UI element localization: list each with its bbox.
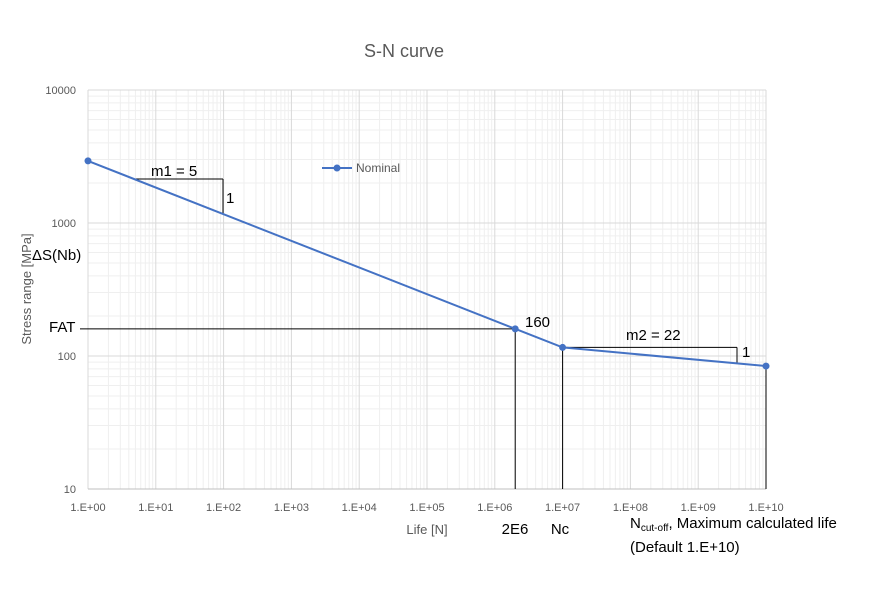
data-point	[762, 362, 770, 370]
delta-s-label: ΔS(Nb)	[32, 247, 81, 264]
annotations: m1 = 5 1 ΔS(Nb) FAT 160 m2 = 22 1 2E6 Nc…	[32, 163, 837, 556]
slope2-rise-label: 1	[742, 344, 750, 361]
x-tick-label: 1.E+05	[409, 502, 444, 514]
slope1-label: m1 = 5	[151, 163, 197, 180]
ncutoff-rest: , Maximum calculated life	[668, 515, 836, 532]
y-tick-label: 10	[64, 484, 76, 496]
series-line-nominal	[87, 159, 767, 368]
slope1-rise-label: 1	[226, 190, 234, 207]
ncutoff-subscript: cut-off	[641, 523, 669, 534]
data-point	[559, 343, 567, 351]
legend-label-nominal: Nominal	[356, 161, 400, 175]
x-tick-label: 1.E+02	[206, 502, 241, 514]
gridlines	[87, 89, 767, 490]
x-tick-label: 1.E+09	[681, 502, 716, 514]
x-axis-title: Life [N]	[406, 522, 447, 537]
data-point	[84, 157, 92, 165]
x-tick-label: 1.E+07	[545, 502, 580, 514]
x-tick-label: 1.E+10	[748, 502, 783, 514]
ncutoff-label: Ncut-off, Maximum calculated life	[630, 515, 837, 534]
y-axis-title: Stress range [MPa]	[19, 233, 34, 344]
slope2-label: m2 = 22	[626, 327, 681, 344]
n-2e6-label: 2E6	[502, 521, 529, 538]
x-tick-label: 1.E+04	[342, 502, 377, 514]
y-tick-label: 1000	[52, 218, 76, 230]
x-tick-label: 1.E+06	[477, 502, 512, 514]
data-point	[511, 325, 519, 333]
fat-label: FAT	[49, 319, 75, 336]
y-tick-label: 10000	[45, 85, 76, 97]
nc-label: Nc	[551, 521, 570, 538]
fat-value-label: 160	[525, 314, 550, 331]
tick-labels: 1.E+00 1.E+01 1.E+02 1.E+03 1.E+04 1.E+05 1.E+…	[45, 85, 783, 514]
x-tick-label: 1.E+03	[274, 502, 309, 514]
x-tick-label: 1.E+01	[138, 502, 173, 514]
chart-title: S-N curve	[364, 41, 444, 61]
y-tick-label: 100	[58, 351, 76, 363]
ncutoff-main: N	[630, 515, 641, 532]
legend-marker-nominal	[333, 164, 341, 172]
x-tick-label: 1.E+08	[613, 502, 648, 514]
x-tick-label: 1.E+00	[70, 502, 105, 514]
default-life-label: (Default 1.E+10)	[630, 539, 740, 556]
series-nominal	[84, 157, 770, 370]
reference-lines	[80, 178, 767, 489]
legend: Nominal	[322, 161, 400, 175]
